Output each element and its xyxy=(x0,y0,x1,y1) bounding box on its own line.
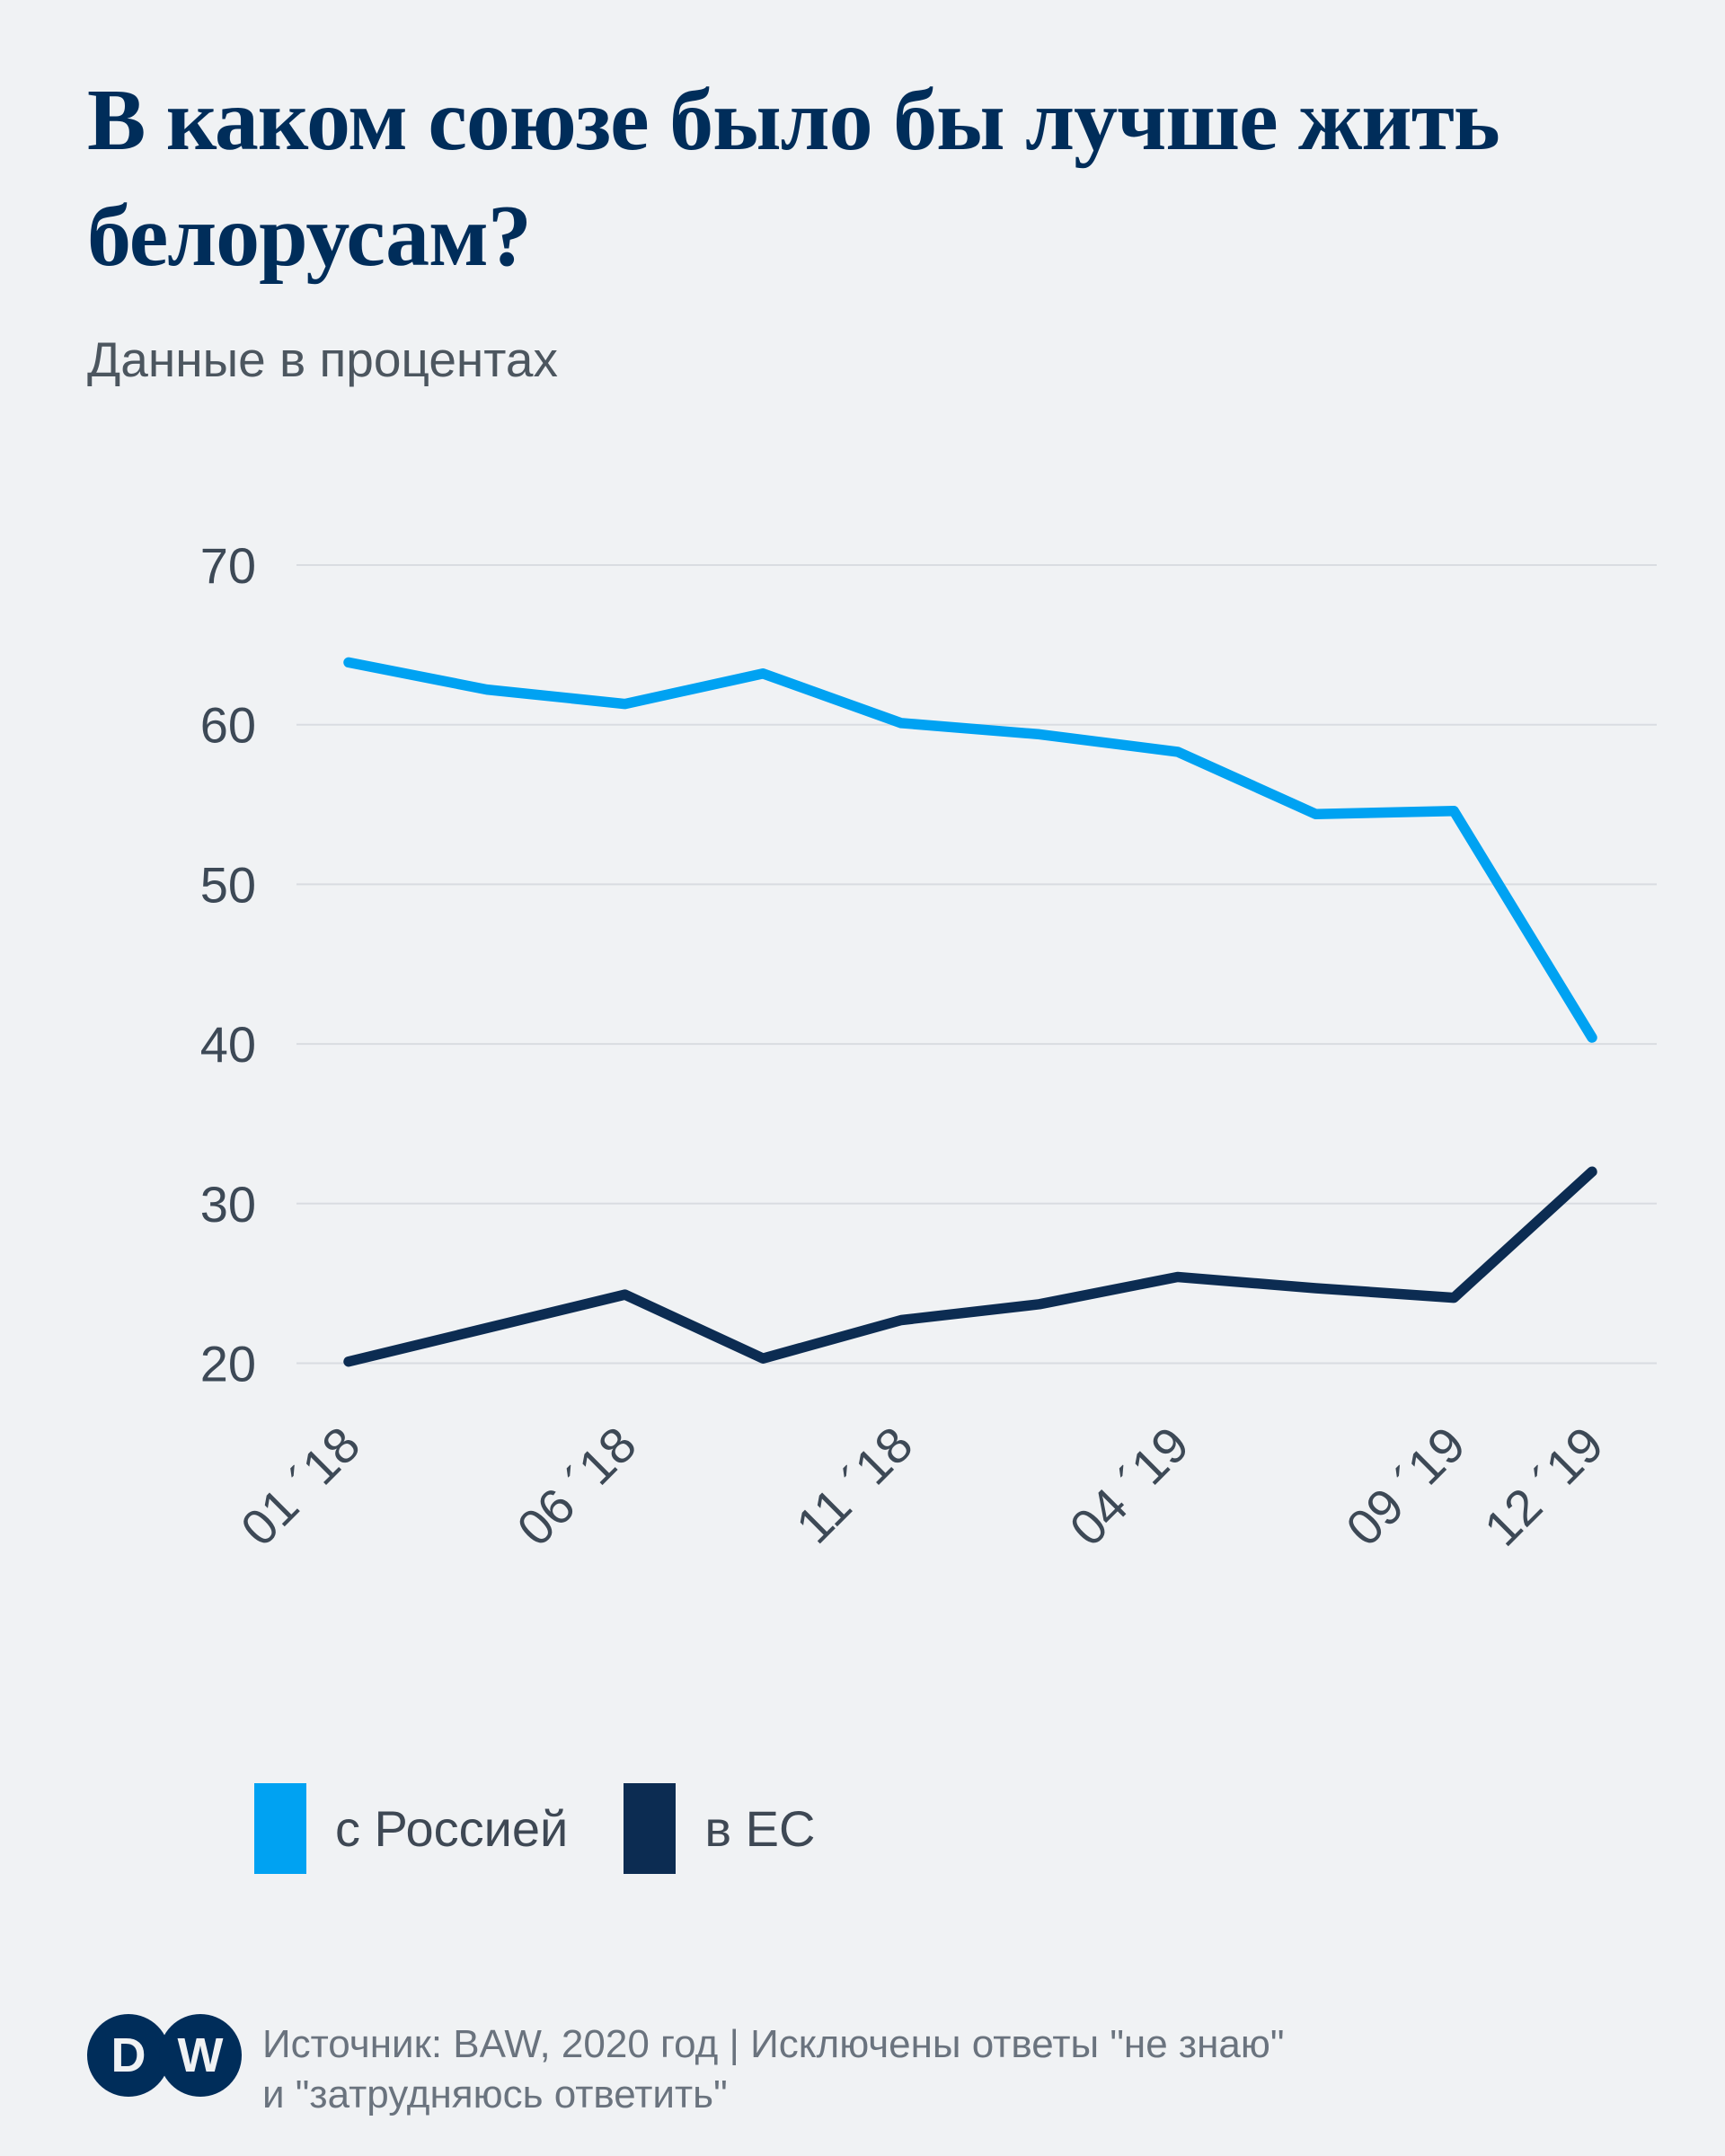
dw-logo: D W xyxy=(87,2014,242,2097)
y-axis-labels: 70 60 50 40 30 20 xyxy=(200,537,256,1392)
dw-logo-letter-w: W xyxy=(178,2028,224,2082)
y-tick-label: 30 xyxy=(200,1176,256,1233)
source-line-2: и "затрудняюсь ответить" xyxy=(262,2072,728,2116)
source-note: Источник: BAW, 2020 год | Исключены отве… xyxy=(262,2019,1285,2120)
legend: с Россией в ЕС xyxy=(254,1783,815,1874)
page-title: В каком союзе было бы лучше жить белорус… xyxy=(87,72,1500,286)
x-tick-label: 06 ´18 xyxy=(506,1416,647,1557)
x-tick-label: 12 ´19 xyxy=(1473,1416,1614,1557)
legend-swatch-russia xyxy=(254,1783,306,1874)
legend-label-russia: с Россией xyxy=(335,1800,569,1857)
series-lines xyxy=(343,657,1597,1367)
gridlines xyxy=(296,564,1657,1365)
x-tick-label: 04 ´19 xyxy=(1058,1416,1199,1557)
y-tick-label: 20 xyxy=(200,1336,256,1392)
y-tick-label: 70 xyxy=(200,537,256,594)
series-line-eu xyxy=(343,1166,1597,1367)
y-tick-label: 40 xyxy=(200,1016,256,1073)
x-tick-label: 11 ´18 xyxy=(785,1416,924,1554)
y-tick-label: 60 xyxy=(200,697,256,754)
x-tick-label: 09 ´19 xyxy=(1335,1416,1476,1557)
y-tick-label: 50 xyxy=(200,856,256,913)
source-line-1: Источник: BAW, 2020 год | Исключены отве… xyxy=(262,2022,1285,2066)
legend-swatch-eu xyxy=(624,1783,677,1874)
dw-logo-circle-right xyxy=(159,2014,242,2097)
legend-label-eu: в ЕС xyxy=(704,1800,816,1857)
dw-logo-circle-left xyxy=(87,2014,170,2097)
x-tick-label: 01 ´18 xyxy=(230,1416,371,1557)
dw-logo-letter-d: D xyxy=(111,2028,146,2082)
series-line-russia xyxy=(343,657,1597,1043)
page-subtitle: Данные в процентах xyxy=(87,331,558,387)
